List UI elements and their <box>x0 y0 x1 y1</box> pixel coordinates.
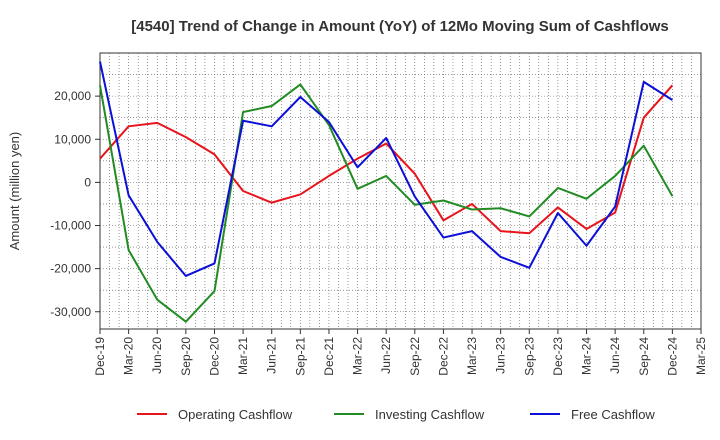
x-tick-label: Dec-19 <box>93 337 107 376</box>
legend: Operating Cashflow Investing Cashflow Free… <box>137 407 655 422</box>
x-tick-label: Dec-24 <box>665 337 679 376</box>
y-axis-title: Amount (million yen) <box>7 132 22 251</box>
legend-label: Free Cashflow <box>571 407 655 422</box>
y-tick-label: 10,000 <box>54 132 91 146</box>
y-tick-label: 20,000 <box>54 89 91 103</box>
x-tick-label: Sep-20 <box>179 337 193 376</box>
y-tick-label: -30,000 <box>50 305 91 319</box>
x-tick-label: Jun-21 <box>265 337 279 374</box>
y-tick-label: -20,000 <box>50 262 91 276</box>
series-line-free-cashflow <box>99 61 673 277</box>
x-tick-label: Mar-20 <box>122 337 136 375</box>
y-tick-label: -10,000 <box>50 219 91 233</box>
x-tick-label: Sep-24 <box>637 337 651 376</box>
x-tick-label: Sep-21 <box>293 337 307 376</box>
x-tick-label: Dec-20 <box>207 337 221 376</box>
chart-title: [4540] Trend of Change in Amount (YoY) o… <box>131 18 669 35</box>
series-line-investing-cashflow <box>99 83 674 323</box>
y-ticks: 20,000 10,000 0 -10,000 -20,000 -30,000 <box>50 89 100 319</box>
x-ticks: Dec-19 Mar-20 Jun-20 Sep-20 Dec-20 Mar-21 Jun-… <box>93 329 708 376</box>
x-tick-label: Jun-23 <box>494 337 508 374</box>
series-lines <box>99 61 674 323</box>
x-tick-label: Jun-24 <box>608 337 622 374</box>
x-tick-label: Mar-24 <box>580 337 594 375</box>
x-tick-label: Mar-25 <box>694 337 708 375</box>
series-line-operating-cashflow <box>99 84 674 235</box>
x-tick-label: Jun-20 <box>150 337 164 374</box>
x-tick-label: Dec-21 <box>322 337 336 376</box>
x-tick-label: Mar-23 <box>465 337 479 375</box>
legend-label: Investing Cashflow <box>375 407 485 422</box>
x-tick-label: Jun-22 <box>379 337 393 374</box>
x-tick-label: Mar-22 <box>351 337 365 375</box>
x-tick-label: Mar-21 <box>236 337 250 375</box>
x-tick-label: Dec-22 <box>436 337 450 376</box>
legend-label: Operating Cashflow <box>178 407 293 422</box>
x-tick-label: Sep-22 <box>408 337 422 376</box>
y-tick-label: 0 <box>84 175 91 189</box>
x-tick-label: Dec-23 <box>551 337 565 376</box>
x-tick-label: Sep-23 <box>522 337 536 376</box>
